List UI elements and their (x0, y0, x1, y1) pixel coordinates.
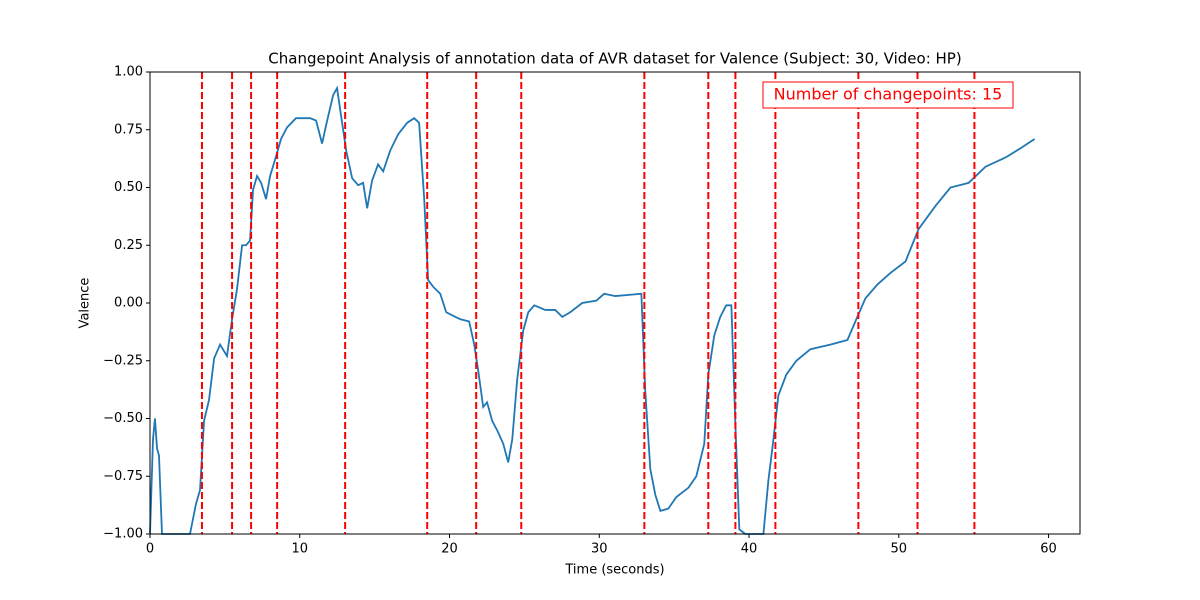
x-tick-label: 50 (891, 542, 908, 557)
x-tick-label: 10 (291, 542, 308, 557)
x-tick-label: 30 (591, 542, 608, 557)
y-tick-label: 0.50 (114, 180, 143, 195)
y-tick-label: −0.75 (103, 469, 143, 484)
annotation: Number of changepoints: 15 (774, 85, 1003, 104)
y-tick-label: −1.00 (103, 527, 143, 542)
y-axis-label: Valence (78, 278, 93, 329)
y-tick-label: −0.50 (103, 411, 143, 426)
x-axis-label: Time (seconds) (564, 563, 664, 578)
y-tick-label: −0.25 (103, 353, 143, 368)
x-tick-label: 60 (1040, 542, 1057, 557)
x-tick-label: 20 (441, 542, 458, 557)
annotation-box (762, 81, 1014, 109)
y-tick-label: 0.25 (114, 238, 143, 253)
x-tick-label: 0 (146, 542, 154, 557)
x-tick-label: 40 (741, 542, 758, 557)
chart-title: Changepoint Analysis of annotation data … (268, 50, 961, 68)
y-tick-label: 1.00 (114, 65, 143, 80)
y-tick-label: 0.00 (114, 296, 143, 311)
y-tick-label: 0.75 (114, 122, 143, 137)
data-line (149, 85, 1036, 535)
plot-frame (149, 71, 1081, 535)
